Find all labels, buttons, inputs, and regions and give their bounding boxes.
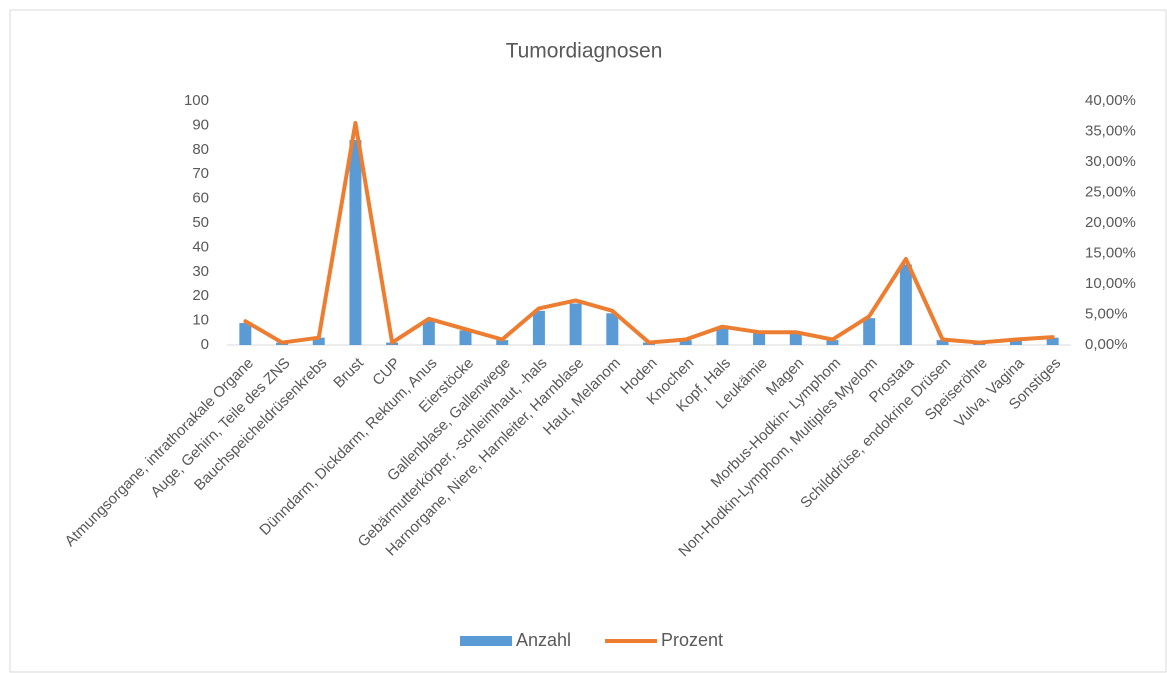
bar — [569, 303, 582, 345]
y2-tick-label: 20,00% — [1085, 214, 1136, 231]
bar — [1009, 340, 1022, 345]
y2-tick-label: 25,00% — [1085, 183, 1136, 200]
legend-swatch — [460, 636, 512, 646]
y-tick-label: 60 — [192, 190, 209, 207]
y2-tick-label: 5,00% — [1085, 305, 1128, 322]
bar — [679, 340, 692, 345]
bar — [1046, 337, 1059, 345]
legend-label: Anzahl — [516, 630, 571, 650]
chart-title: Tumordiagnosen — [506, 40, 663, 63]
y-tick-label: 30 — [192, 263, 209, 280]
y2-tick-label: 35,00% — [1085, 122, 1136, 139]
y-tick-label: 100 — [184, 92, 209, 109]
bar — [532, 310, 545, 345]
bar — [312, 337, 325, 345]
bar — [606, 313, 619, 345]
bar — [239, 323, 252, 345]
bar — [863, 318, 876, 345]
y-tick-label: 90 — [192, 116, 209, 133]
bar — [459, 330, 472, 345]
y-tick-label: 10 — [192, 312, 209, 329]
y-tick-label: 80 — [192, 141, 209, 158]
line — [243, 120, 1055, 345]
bar — [936, 340, 949, 345]
y2-tick-label: 15,00% — [1085, 244, 1136, 261]
y2-tick-label: 30,00% — [1085, 153, 1136, 170]
y-tick-label: 0 — [201, 336, 209, 353]
y-tick-label: 40 — [192, 238, 209, 255]
y2-tick-label: 0,00% — [1085, 336, 1128, 353]
bar — [899, 264, 912, 345]
bar — [349, 140, 362, 345]
bar — [496, 340, 509, 345]
bar — [753, 332, 766, 345]
y-tick-label: 20 — [192, 287, 209, 304]
y2-tick-label: 10,00% — [1085, 275, 1136, 292]
y-tick-label: 70 — [192, 165, 209, 182]
bar — [789, 332, 802, 345]
bar — [826, 340, 839, 345]
y-tick-label: 50 — [192, 214, 209, 231]
legend-label: Prozent — [661, 630, 723, 650]
bar — [422, 320, 435, 345]
y2-tick-label: 40,00% — [1085, 92, 1136, 109]
bar — [716, 327, 729, 345]
